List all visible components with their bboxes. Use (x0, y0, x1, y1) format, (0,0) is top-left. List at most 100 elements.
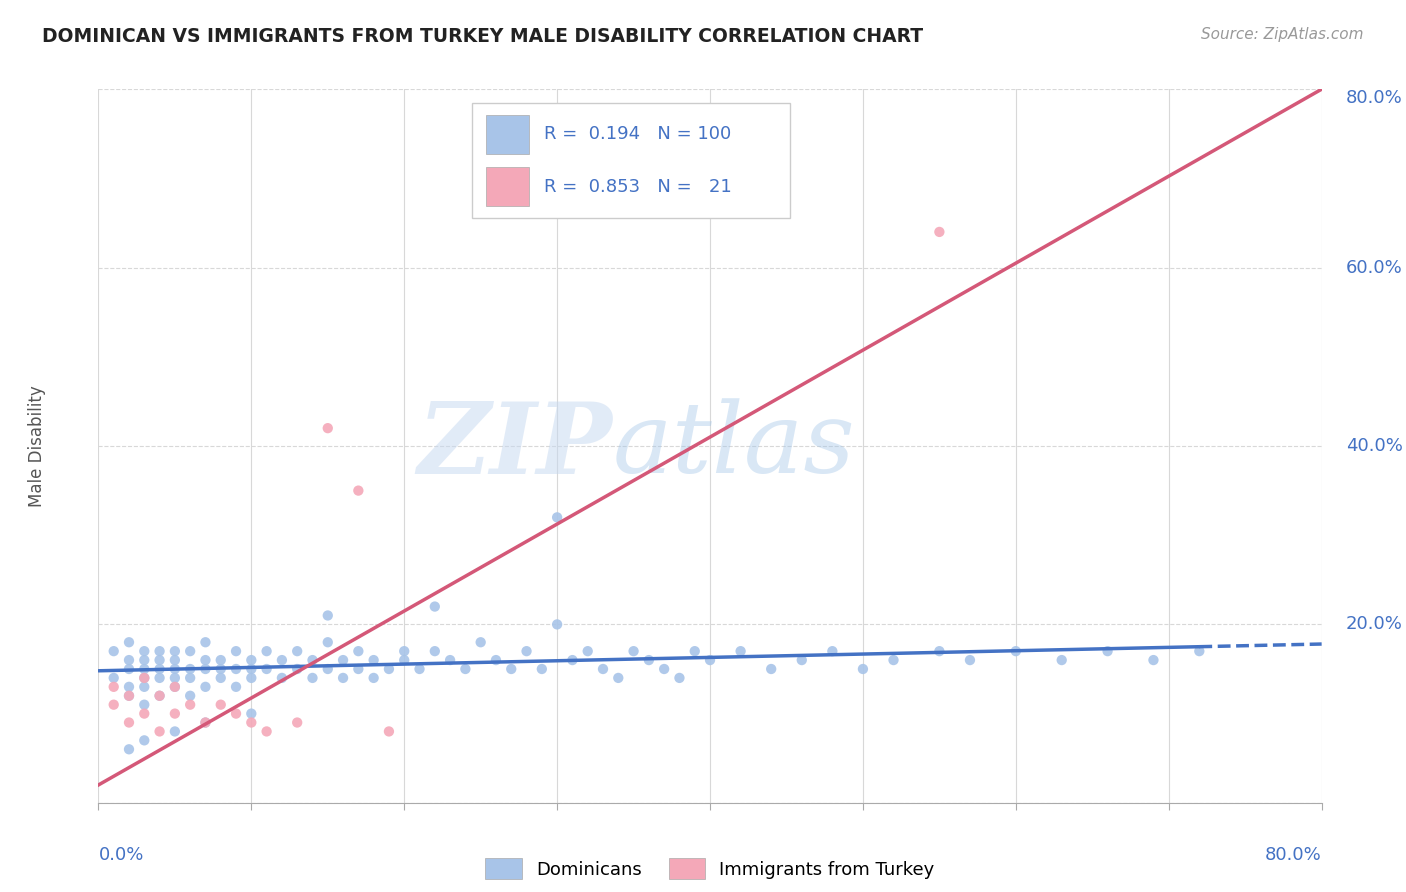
Point (225, 706, 247, 721)
Point (301, 671, 323, 685)
Point (209, 671, 232, 685)
Point (928, 644, 950, 658)
Point (378, 724, 401, 739)
Point (149, 653, 172, 667)
Point (852, 662, 875, 676)
Point (163, 680, 186, 694)
Text: R =  0.853   N =   21: R = 0.853 N = 21 (544, 178, 731, 196)
Point (530, 662, 553, 676)
Point (118, 689, 141, 703)
Text: 60.0%: 60.0% (1346, 259, 1403, 277)
FancyBboxPatch shape (471, 103, 790, 218)
Point (576, 644, 599, 658)
Point (470, 635, 492, 649)
Point (546, 617, 568, 632)
Text: Male Disability: Male Disability (28, 385, 46, 507)
Point (454, 662, 477, 676)
Point (270, 653, 292, 667)
Point (163, 671, 186, 685)
Point (149, 689, 172, 703)
Point (103, 644, 125, 658)
Point (103, 680, 125, 694)
Text: 80.0%: 80.0% (1346, 89, 1403, 107)
Point (240, 706, 263, 721)
Point (194, 715, 217, 730)
Point (179, 689, 201, 703)
Point (821, 644, 844, 658)
Point (316, 608, 339, 623)
Point (347, 644, 370, 658)
Point (652, 662, 675, 676)
Point (516, 644, 538, 658)
Point (959, 653, 981, 667)
Point (501, 662, 523, 676)
Point (163, 644, 186, 658)
Point (240, 715, 263, 730)
Point (1097, 644, 1119, 658)
Point (134, 671, 156, 685)
Point (149, 662, 172, 676)
Point (485, 653, 508, 667)
Point (1188, 644, 1211, 658)
Point (240, 671, 263, 685)
Point (392, 644, 416, 658)
Point (332, 653, 354, 667)
FancyBboxPatch shape (486, 115, 529, 154)
Point (103, 671, 125, 685)
Point (240, 653, 263, 667)
Point (118, 635, 141, 649)
Point (285, 662, 308, 676)
Point (134, 671, 156, 685)
Point (194, 635, 217, 649)
Point (683, 644, 706, 658)
Point (285, 644, 308, 658)
Point (1004, 644, 1026, 658)
Text: Source: ZipAtlas.com: Source: ZipAtlas.com (1201, 27, 1364, 42)
Point (149, 689, 172, 703)
Point (163, 662, 186, 676)
Point (316, 421, 339, 435)
Point (118, 689, 141, 703)
Point (285, 715, 308, 730)
Point (1050, 653, 1073, 667)
Point (592, 662, 614, 676)
Point (163, 680, 186, 694)
Point (134, 698, 156, 712)
Point (363, 671, 385, 685)
Point (256, 644, 278, 658)
Point (194, 715, 217, 730)
Point (118, 662, 141, 676)
Point (225, 662, 247, 676)
Point (347, 662, 370, 676)
Point (730, 644, 752, 658)
Text: 20.0%: 20.0% (1346, 615, 1403, 633)
Point (316, 662, 339, 676)
Text: 80.0%: 80.0% (1265, 846, 1322, 863)
Point (699, 653, 721, 667)
Point (118, 653, 141, 667)
Point (270, 671, 292, 685)
Point (179, 671, 201, 685)
Point (408, 662, 430, 676)
Point (103, 698, 125, 712)
Point (256, 662, 278, 676)
Point (928, 225, 950, 239)
Point (668, 671, 690, 685)
Point (423, 599, 446, 614)
Point (392, 653, 416, 667)
Point (134, 706, 156, 721)
FancyBboxPatch shape (486, 167, 529, 206)
Point (363, 653, 385, 667)
Point (163, 724, 186, 739)
Point (378, 662, 401, 676)
Point (134, 680, 156, 694)
Text: DOMINICAN VS IMMIGRANTS FROM TURKEY MALE DISABILITY CORRELATION CHART: DOMINICAN VS IMMIGRANTS FROM TURKEY MALE… (42, 27, 924, 45)
Legend: Dominicans, Immigrants from Turkey: Dominicans, Immigrants from Turkey (478, 851, 942, 887)
Point (439, 653, 461, 667)
Point (883, 653, 905, 667)
Point (134, 662, 156, 676)
Text: 0.0%: 0.0% (98, 846, 143, 863)
Point (163, 653, 186, 667)
Text: atlas: atlas (612, 399, 855, 493)
Point (209, 698, 232, 712)
